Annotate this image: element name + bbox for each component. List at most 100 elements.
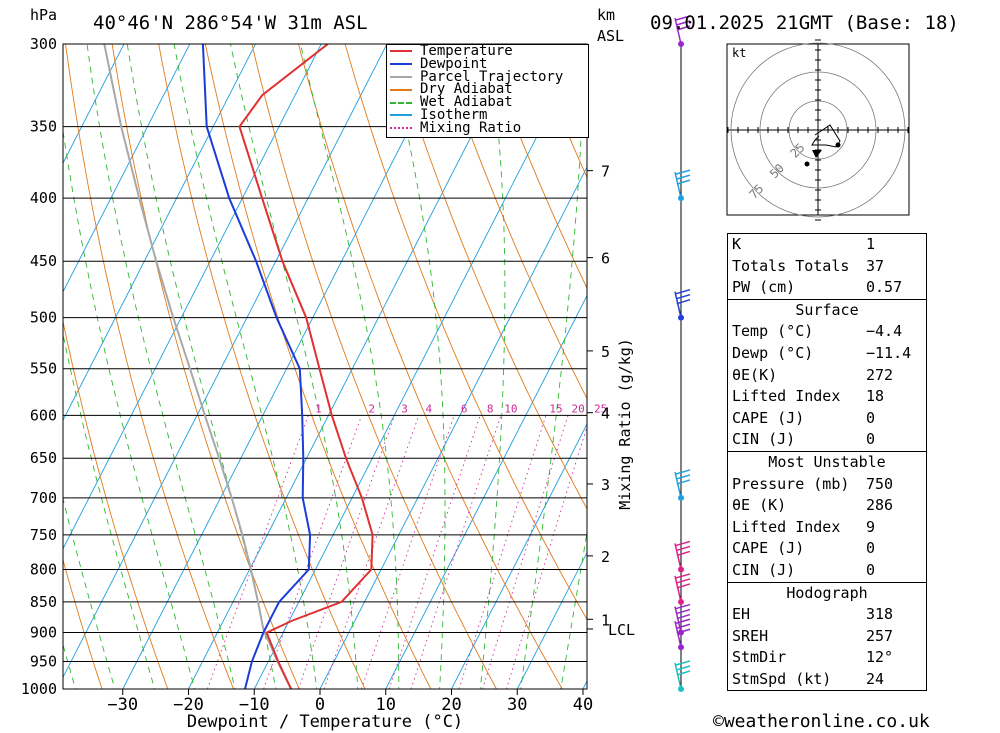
table-row-label: Dewp (°C) [732,343,814,362]
pressure-tick-label: 950 [30,653,57,671]
pressure-tick-label: 900 [30,624,57,642]
lcl-label: LCL [608,621,635,639]
table-row-value: 750 [866,474,894,493]
pressure-tick-label: 600 [30,406,57,424]
datetime-title: 09.01.2025 21GMT (Base: 18) [650,12,959,34]
wind-barb [674,169,691,202]
wind-barb [674,469,691,501]
wind-barb-staff [674,171,682,199]
wind-barb-flag [676,665,691,671]
x-tick-label: 20 [441,695,461,715]
mixing-ratio-label: 4 [426,402,433,415]
table-row-label: PW (cm) [732,278,796,297]
dry-adiabat-line [437,44,587,400]
table-row-label: Lifted Index [732,387,841,406]
dry-adiabat-line [484,44,587,290]
legend-entry: Mixing Ratio [386,121,587,135]
wind-barb [674,618,691,651]
table-row-value: 272 [866,365,894,384]
wind-barb-flag [675,469,691,475]
dry-adiabat-line [111,44,300,689]
wet-adiabat-line [63,332,156,689]
wind-barb-flag [676,479,691,485]
wet-adiabat-line [63,496,116,689]
indices-table: K 1 Totals Totals 37 PW (cm) 0.57 Surface Temp… [727,233,927,692]
legend-swatch [390,114,412,117]
dry-adiabat-line [391,44,587,510]
x-tick-label: 40 [573,695,593,715]
table-row-value: 9 [866,517,876,536]
mixing-ratio-label: 10 [504,402,517,415]
table-row-label: StmSpd (kt) [732,669,832,688]
table-section-title: Surface [795,300,859,319]
table-row: Lifted Index 18 [728,386,926,408]
km-tick-label: 4 [601,405,610,423]
km-unit: km [597,6,615,24]
table-row-label: Lifted Index [732,517,841,536]
x-tick-label: −30 [107,695,138,715]
table-row: CAPE (J) 0 [728,538,926,560]
hodograph-point [804,161,810,167]
wind-barb-flag [676,613,691,620]
table-row-label: CAPE (J) [732,539,805,558]
legend-label: Parcel Trajectory [420,68,564,85]
wind-barb-staff [674,17,682,45]
mixing-ratio-line [506,425,587,689]
pressure-tick-label: 800 [30,560,57,578]
wind-barb-flag [676,545,691,552]
table-row-label: CIN (J) [732,560,796,579]
table-row-value: 286 [866,496,894,515]
pressure-tick-label: 350 [30,118,57,136]
table-row: SREH 257 [728,626,926,648]
table-row-value: 0 [866,539,876,558]
parcel-trajectory-line [103,44,292,689]
dry-adiabat-line [204,44,432,689]
hodograph-trace [811,124,841,148]
legend-swatch [390,50,412,53]
hodograph-box: Hodograph EH 318 SREH 257 StmDir 12° StmSpd (kt… [727,581,927,692]
table-row-label: Totals Totals [732,256,850,275]
wet-adiabat-line [300,44,400,689]
table-section-title: Most Unstable [768,452,886,471]
table-row: EH 318 [728,604,926,626]
table-row: θE (K) 286 [728,495,926,517]
wet-adiabat-line [520,44,585,689]
mixing-ratio-label: 1 [315,402,322,415]
mixing-ratio-label: 3 [401,402,408,415]
wind-barb-flag [676,25,691,31]
legend-entry: Isotherm [386,108,587,122]
most-unstable-box: Most Unstable Pressure (mb) 750 θE (K) 286 Li… [727,450,927,582]
wind-barb-flag [676,550,691,557]
table-row-label: K [732,235,742,253]
wet-adiabat-line [560,529,587,689]
wet-adiabat-line [63,128,196,689]
copyright[interactable]: ©weatheronline.co.uk [713,711,930,732]
pressure-tick-label: 450 [30,252,57,270]
mixing-ratio-label: 15 [549,402,562,415]
dry-adiabat-line [65,44,234,689]
legend-label: Wet Adiabat [420,94,513,111]
pressure-tick-label: 400 [30,189,57,207]
km-tick-label: 7 [601,163,610,181]
isotherm-line [516,551,587,689]
wind-barb-flag [675,15,691,21]
wind-barb-staff [674,621,682,648]
isotherm-line [63,44,191,293]
wind-barb [674,540,691,573]
table-row-label: θE (K) [732,496,787,515]
hodograph-point [835,142,841,148]
wind-barb-flag [675,660,691,666]
table-row-value: 12° [866,648,894,667]
table-row: CIN (J) 0 [728,429,926,451]
wet-adiabat-line [86,44,236,689]
mixing-ratio-line [388,415,481,689]
table-row-value: 18 [866,387,885,406]
wind-barb-flag [676,293,691,300]
table-row-label: Pressure (mb) [732,474,850,493]
dry-adiabat-line [158,44,366,689]
table-row-value: 37 [866,256,885,275]
legend-label: Temperature [420,43,513,59]
wind-barb-flag [675,603,691,610]
storm-motion-marker [812,150,822,158]
x-tick-label: 30 [507,695,527,715]
